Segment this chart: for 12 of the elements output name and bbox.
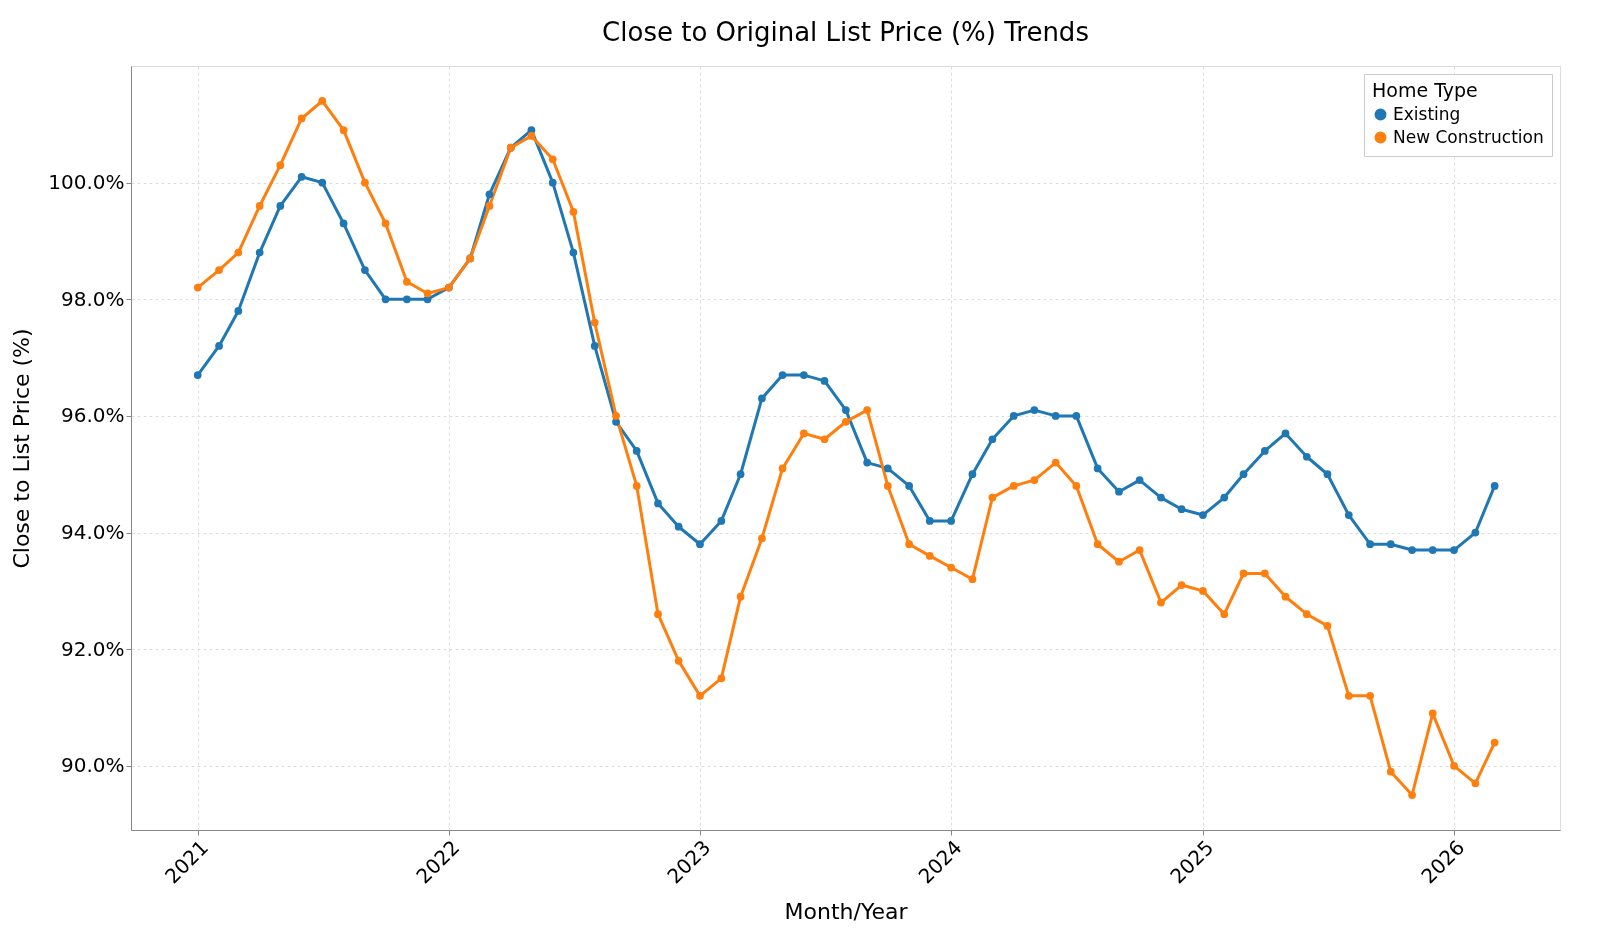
y-tick-label: 98.0% (60, 286, 125, 311)
y-axis-title: Close to List Price (%) (9, 328, 35, 569)
y-tick-label: 94.0% (60, 520, 125, 545)
chart-title: Close to Original List Price (%) Trends (602, 17, 1089, 47)
legend-label: Existing (1393, 103, 1461, 124)
legend-label: New Construction (1393, 126, 1544, 147)
y-tick-label: 96.0% (60, 403, 125, 428)
y-tick-label: 100.0% (48, 170, 125, 195)
x-axis-title: Month/Year (784, 898, 909, 924)
y-tick-label: 90.0% (60, 753, 125, 778)
legend-title: Home Type (1372, 79, 1478, 101)
y-tick-label: 92.0% (60, 636, 125, 661)
